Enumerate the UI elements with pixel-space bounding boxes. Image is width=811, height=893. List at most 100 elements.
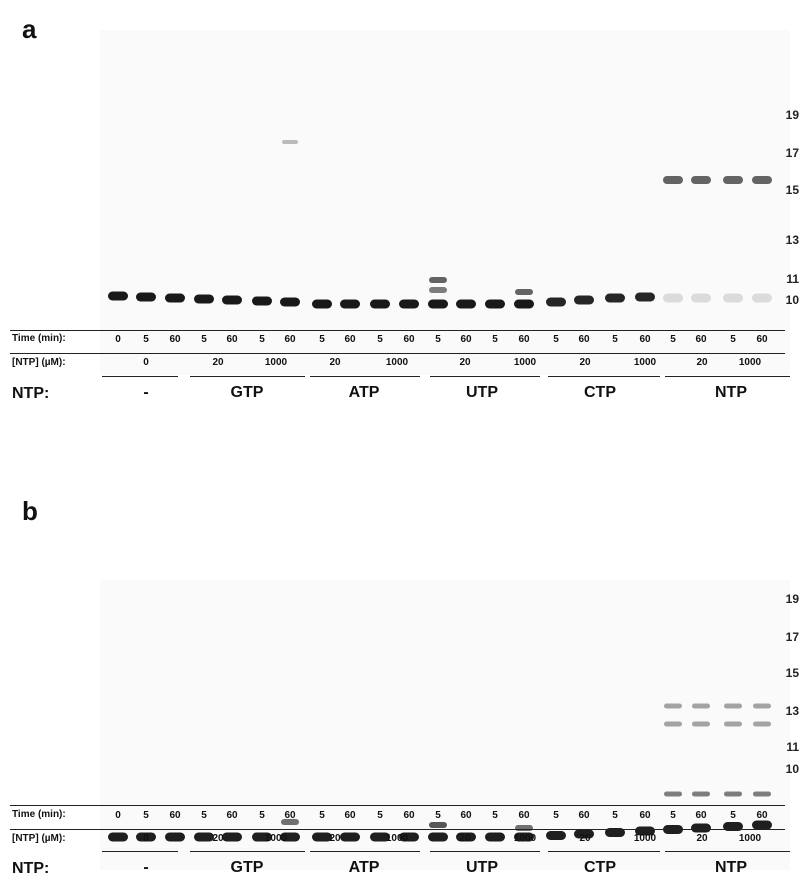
group-label: CTP (584, 859, 616, 876)
ntp-label: NTP: (12, 860, 50, 877)
time-value: 60 (639, 334, 651, 345)
divider (10, 829, 785, 830)
gel-band (692, 721, 710, 727)
group-underline (102, 851, 178, 852)
time-value: 5 (319, 334, 325, 345)
gel-band (752, 293, 772, 303)
gel-band (663, 176, 683, 184)
marker-13: 13 (785, 704, 799, 718)
time-value: 5 (670, 334, 676, 345)
gel-band (485, 832, 505, 842)
time-value: 60 (756, 334, 768, 345)
time-value: 60 (639, 810, 651, 821)
group-label: - (143, 384, 149, 401)
gel-bands (108, 140, 772, 309)
gel-band (514, 832, 534, 842)
group-underline (310, 376, 420, 377)
conc-value: 1000 (633, 357, 657, 368)
gel-band (399, 832, 419, 842)
group-underline (548, 376, 660, 377)
time-value: 5 (377, 334, 383, 345)
marker-10: 10 (785, 293, 799, 307)
conc-value: 0 (143, 357, 149, 368)
conc-value: 20 (459, 357, 471, 368)
time-value: 60 (695, 334, 707, 345)
gel-band (136, 832, 156, 842)
gel-band (340, 299, 360, 309)
conc-value: 1000 (633, 833, 657, 844)
time-value: 60 (460, 810, 472, 821)
group-underline (430, 851, 540, 852)
time-value: 60 (578, 334, 590, 345)
gel-band (753, 721, 771, 727)
gel-bands (108, 703, 772, 842)
gel-band (281, 819, 299, 825)
group-label: - (143, 859, 149, 876)
time-value: 60 (169, 334, 181, 345)
gel-band (752, 176, 772, 184)
time-value: 5 (612, 334, 618, 345)
gel-band (664, 791, 682, 797)
time-value: 0 (115, 810, 121, 821)
conc-value: 20 (329, 833, 341, 844)
panel-a: a 19 17 15 13 11 10 Time (min): [NTP] (µ… (0, 0, 811, 430)
gel-band (252, 296, 272, 306)
gel-band (723, 822, 743, 831)
time-value: 5 (259, 334, 265, 345)
conc-label: [NTP] (µM): (12, 833, 66, 844)
group-label: UTP (466, 384, 498, 401)
group-label: NTP (715, 384, 747, 401)
group-underline (102, 376, 178, 377)
gel-band (399, 299, 419, 309)
gel-band (515, 825, 533, 831)
gel-band (428, 832, 448, 842)
time-value: 5 (143, 334, 149, 345)
gel-band (108, 832, 128, 842)
gel-band (753, 791, 771, 797)
gel-band (165, 832, 185, 842)
gel-band (428, 299, 448, 309)
marker-11: 11 (786, 740, 799, 754)
marker-15: 15 (785, 666, 799, 680)
conc-value: 1000 (264, 357, 288, 368)
gel-band (546, 297, 566, 307)
time-value: 0 (115, 334, 121, 345)
panel-letter: a (22, 14, 37, 44)
group-label: NTP (715, 859, 747, 876)
conc-value: 1000 (738, 833, 762, 844)
time-value: 60 (403, 810, 415, 821)
conc-value: 1000 (738, 357, 762, 368)
gel-band (370, 299, 390, 309)
conc-value: 20 (696, 833, 708, 844)
gel-band (723, 293, 743, 303)
group-label: CTP (584, 384, 616, 401)
divider (10, 805, 785, 806)
gel-band (752, 820, 772, 830)
group-label: GTP (230, 859, 264, 876)
gel-band (724, 703, 742, 709)
gel-band (663, 293, 683, 303)
gel-band (370, 832, 390, 842)
time-label: Time (min): (12, 809, 66, 820)
gel-band (515, 289, 533, 295)
gel-band (605, 828, 625, 837)
gel-band (574, 295, 594, 305)
conc-value: 20 (696, 357, 708, 368)
time-value: 5 (377, 810, 383, 821)
gel-band (485, 299, 505, 309)
gel-band (664, 703, 682, 709)
panel-b: b 19 17 15 13 11 10 Time (min): [NTP] (µ… (0, 480, 811, 893)
gel-band (691, 293, 711, 303)
time-value: 60 (403, 334, 415, 345)
group-label: ATP (348, 384, 380, 401)
gel-band (635, 292, 655, 302)
gel-band (691, 823, 711, 833)
group-label: GTP (230, 384, 264, 401)
gel-band (723, 176, 743, 184)
time-value: 60 (518, 334, 530, 345)
time-value: 5 (259, 810, 265, 821)
gel-band (194, 294, 214, 304)
conc-value: 20 (579, 833, 591, 844)
gel-band (165, 293, 185, 303)
time-value: 5 (730, 810, 736, 821)
